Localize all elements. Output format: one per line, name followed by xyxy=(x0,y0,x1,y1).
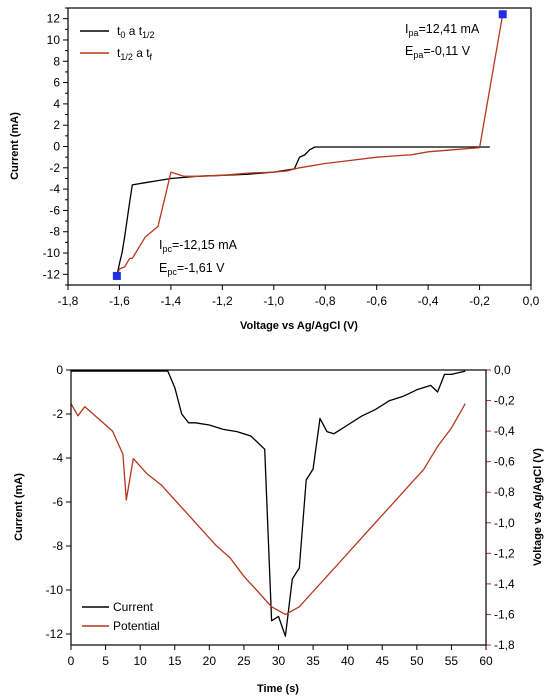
cv-series-line-2 xyxy=(116,14,504,277)
cv-y-tick-label: 8 xyxy=(53,54,60,68)
time-legend-label-1: Current xyxy=(113,600,154,614)
time-y-tick-label: -4 xyxy=(52,451,63,465)
cv-peak-marker-1 xyxy=(498,10,507,19)
cv-legend-label-2: t1/2 a tf xyxy=(117,46,153,62)
time-x-tick-label: 15 xyxy=(168,654,182,668)
cv-annotation-epa: Epa=-0,11 V xyxy=(405,44,471,60)
time-y2-tick-label: -0,4 xyxy=(494,424,515,438)
cv-x-tick-label: -0,6 xyxy=(366,294,387,308)
cv-chart: -1,8 -1,6 -1,4 -1,2 -1,0 -0,8 -0,6 -0,4 -0,2 0,0 1… xyxy=(9,7,540,332)
time-x-axis-label: Time (s) xyxy=(257,683,299,695)
time-y2-tick-label: -0,8 xyxy=(494,485,515,499)
time-x-tick-label: 30 xyxy=(272,654,286,668)
time-y-tick-label: -10 xyxy=(46,583,64,597)
cv-y-tick-label: 12 xyxy=(47,12,61,26)
time-plot-frame xyxy=(70,369,487,646)
time-x-tick-label: 45 xyxy=(376,654,390,668)
cv-x-axis-label: Voltage vs Ag/AgCl (V) xyxy=(240,320,358,332)
cv-x-tick-label: -1,6 xyxy=(109,294,130,308)
time-x-tick-label: 60 xyxy=(479,654,493,668)
time-y-tick-label: -12 xyxy=(46,627,64,641)
time-x-tick-label: 25 xyxy=(237,654,251,668)
time-x-tick-label: 10 xyxy=(133,654,147,668)
time-y2-tick-label: -1,6 xyxy=(494,607,515,621)
time-series-line-1 xyxy=(71,370,466,637)
cv-y-tick-label: 0 xyxy=(53,140,60,154)
time-y2-tick-label: -0,2 xyxy=(494,394,515,408)
cv-x-tick-label: -0,8 xyxy=(315,294,336,308)
cv-x-tick-label: -1,8 xyxy=(58,294,79,308)
time-y-tick-label: -6 xyxy=(52,495,63,509)
time-x-tick-label: 20 xyxy=(203,654,217,668)
time-y-tick-label: -8 xyxy=(52,539,63,553)
time-y2-axis-label: Voltage vs Ag/AgCl (V) xyxy=(532,448,544,566)
cv-y-tick-label: -4 xyxy=(49,182,60,196)
cv-x-tick-label: -0,2 xyxy=(469,294,490,308)
time-x-tick-label: 40 xyxy=(341,654,355,668)
time-y-axis-label: Current (mA) xyxy=(13,473,25,541)
time-x-tick-label: 5 xyxy=(102,654,109,668)
time-y-tick-label: 0 xyxy=(56,363,63,377)
cv-y-tick-label: -6 xyxy=(49,203,60,217)
time-y2-tick-label: -1,2 xyxy=(494,546,515,560)
cv-peak-marker-2 xyxy=(112,271,121,280)
cv-y-tick-label: -8 xyxy=(49,225,60,239)
cv-series-line-1 xyxy=(116,146,490,277)
time-x-tick-label: 50 xyxy=(410,654,424,668)
cv-annotation-cathodic: Ipc=-12,15 mA Epc=-1,61 V xyxy=(159,238,238,277)
time-y2-tick-label: -0,6 xyxy=(494,455,515,469)
cv-annotation-anodic: Ipa=12,41 mA Epa=-0,11 V xyxy=(405,22,480,60)
time-legend: Current Potential xyxy=(82,600,160,633)
time-x-tick-label: 55 xyxy=(445,654,459,668)
time-y2-tick-label: 0,0 xyxy=(494,363,511,377)
cv-x-tick-label: -1,4 xyxy=(161,294,182,308)
time-y2-tick-label: -1,4 xyxy=(494,577,515,591)
cv-legend-label-1: t0 a t1/2 xyxy=(117,24,155,40)
cv-annotation-ipa: Ipa=12,41 mA xyxy=(405,22,480,38)
cv-x-tick-label: -0,4 xyxy=(418,294,439,308)
cv-legend: t0 a t1/2 t1/2 a tf xyxy=(80,24,155,62)
cv-x-tick-label: 0,0 xyxy=(523,294,540,308)
cv-y-tick-label: -2 xyxy=(49,161,60,175)
time-y-tick-label: -2 xyxy=(52,407,63,421)
cv-y-tick-label: 10 xyxy=(47,33,61,47)
cv-y-tick-label: -10 xyxy=(43,246,61,260)
time-legend-label-2: Potential xyxy=(113,619,160,633)
time-chart: 0 5 10 15 20 25 30 35 40 45 50 55 60 0 -2 -4 -6 -8 -10 -12 0… xyxy=(13,363,544,695)
cv-x-tick-label: -1,0 xyxy=(263,294,284,308)
cv-y-tick-label: 2 xyxy=(53,118,60,132)
time-y2-tick-label: -1,0 xyxy=(494,516,515,530)
cv-annotation-epc: Epc=-1,61 V xyxy=(159,261,225,277)
cv-y-tick-label: -12 xyxy=(43,267,61,281)
time-x-tick-label: 0 xyxy=(68,654,75,668)
cv-y-tick-label: 4 xyxy=(53,97,60,111)
cv-plot-frame xyxy=(67,7,532,286)
cv-annotation-ipc: Ipc=-12,15 mA xyxy=(159,238,238,254)
cv-x-tick-label: -1,2 xyxy=(212,294,233,308)
cv-y-axis-label: Current (mA) xyxy=(9,112,21,180)
time-x-tick-label: 35 xyxy=(306,654,320,668)
time-series-line-2 xyxy=(70,403,466,616)
cv-y-tick-label: 6 xyxy=(53,76,60,90)
time-y2-tick-label: -1,8 xyxy=(494,638,515,652)
